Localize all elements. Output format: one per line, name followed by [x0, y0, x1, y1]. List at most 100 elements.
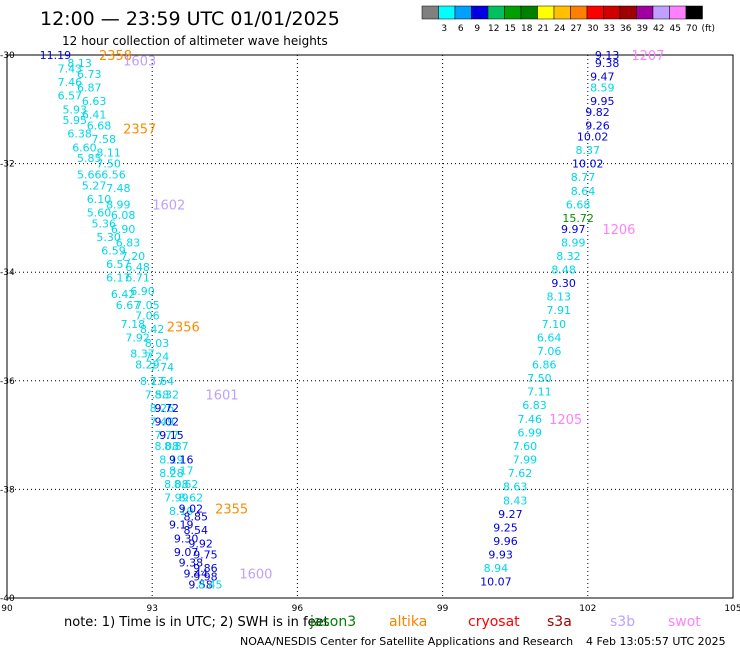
- swh-value-label: 8.17: [140, 375, 165, 388]
- swh-value-label: 6.83: [116, 236, 141, 249]
- footer-credit: NOAA/NESDIS Center for Satellite Applica…: [240, 635, 573, 648]
- colorbar-label: 27: [571, 24, 582, 34]
- swh-value-label: 8.26: [150, 402, 175, 415]
- swh-value-label: 7.99: [513, 454, 538, 467]
- x-tick-label: 99: [437, 604, 449, 614]
- swh-value-label: 9.27: [498, 508, 523, 521]
- swh-value-label: 8.11: [96, 147, 121, 160]
- colorbar-swatch: [603, 5, 621, 20]
- swh-value-label: 8.77: [571, 171, 596, 184]
- swh-value-label: 8.43: [503, 494, 528, 507]
- axis-ticks: 90 93 96 99 102 105 -30 -32 -34 -36 -38 -40: [0, 51, 740, 614]
- colorbar-swatch: [520, 5, 538, 20]
- swh-value-label: 8.13: [547, 291, 572, 304]
- swh-value-label: 7.74: [150, 361, 175, 374]
- swh-value-label: 6.67: [116, 299, 141, 312]
- swh-value-label: 7.43: [58, 63, 83, 76]
- colorbar-swatch: [438, 5, 456, 20]
- y-tick-label: -40: [0, 594, 15, 604]
- satellite-legend: jason3 altika cryosat s3a s3b swot: [309, 614, 701, 630]
- colorbar-swatch: [619, 5, 637, 20]
- swh-value-label: 7.49: [150, 416, 175, 429]
- swh-value-label: 6.73: [77, 68, 102, 81]
- x-tick-label: 96: [292, 604, 304, 614]
- colorbar-swatch: [586, 5, 604, 20]
- swh-value-label: 6.60: [72, 141, 97, 154]
- swh-value-label: 8.64: [571, 185, 596, 198]
- swh-value-label: 8.19: [169, 505, 194, 518]
- swh-value-label: 9.02: [154, 416, 179, 429]
- swh-value-label: 6.59: [101, 244, 126, 257]
- colorbar-label: 9: [474, 24, 480, 34]
- swh-value-label: 7.50: [527, 372, 552, 385]
- swh-value-label: 9.58: [188, 578, 213, 591]
- swh-value-label: 6.99: [517, 426, 542, 439]
- swh-value-label: 6.83: [522, 399, 547, 412]
- swh-value-label: 8.62: [179, 492, 204, 505]
- legend-s3a: s3a: [547, 614, 572, 630]
- colorbar-swatch: [471, 5, 489, 20]
- swh-value-label: 5.95: [63, 114, 88, 127]
- chart-title: 12:00 — 23:59 UTC 01/01/2025: [40, 8, 340, 30]
- swh-value-label: 6.86: [532, 359, 557, 372]
- swh-value-label: 9.72: [154, 402, 179, 415]
- swh-value-label: 7.11: [527, 386, 552, 399]
- swh-value-label: 7.91: [547, 304, 572, 317]
- swh-value-label: 7.58: [92, 133, 117, 146]
- colorbar-label: 24: [554, 24, 566, 34]
- x-tick-label: 93: [146, 604, 157, 614]
- swh-value-label: 9.30: [174, 532, 199, 545]
- colorbar-swatch: [636, 5, 654, 20]
- swh-value-label: 9.92: [188, 538, 213, 551]
- legend-cryosat: cryosat: [468, 614, 520, 630]
- swh-value-label: 8.45: [198, 578, 223, 591]
- colorbar-swatch: [487, 5, 505, 20]
- swh-value-label: 11.19: [40, 49, 72, 62]
- colorbar-swatch: [504, 5, 522, 20]
- swh-value-label: 9.75: [193, 549, 218, 562]
- colorbar-swatch: [669, 5, 687, 20]
- swh-value-label: 5.93: [63, 103, 88, 116]
- time-label: 2355: [215, 502, 248, 517]
- swh-value-label: 7.99: [164, 492, 189, 505]
- swh-value-label: 8.17: [169, 464, 194, 477]
- swh-value-label: 10.02: [572, 158, 604, 171]
- colorbar-label: 21: [538, 24, 549, 34]
- x-tick-label: 90: [1, 604, 13, 614]
- swh-value-label: 7.46: [58, 76, 83, 89]
- swh-value-label: 8.19: [159, 454, 184, 467]
- swh-value-label: 8.42: [140, 323, 165, 336]
- swh-value-label: 8.28: [159, 467, 184, 480]
- colorbar-legend: 3 6 9 12 15 18 21 24 27 30 33 36 39 42 45 70 (ft): [421, 5, 715, 34]
- swh-value-label: 9.30: [551, 277, 576, 290]
- swh-value-label: 7.50: [96, 158, 121, 171]
- swh-value-label: 7.60: [513, 440, 538, 453]
- swh-value-label: 8.62: [174, 478, 199, 491]
- time-label: 1206: [602, 223, 635, 238]
- colorbar-label: 12: [488, 24, 499, 34]
- swh-value-label: 9.38: [179, 557, 204, 570]
- swh-value-label: 6.10: [87, 193, 112, 206]
- y-tick-label: -32: [0, 160, 15, 170]
- colorbar-label: (ft): [701, 24, 715, 34]
- time-label: 1600: [239, 568, 272, 583]
- swh-value-label: 5.30: [96, 231, 121, 244]
- time-label: 1602: [152, 198, 185, 213]
- x-tick-label: 102: [579, 604, 596, 614]
- swh-value-label: 9.16: [169, 454, 194, 467]
- swh-value-label: 7.10: [542, 318, 567, 331]
- swh-value-label: 6.42: [111, 288, 136, 301]
- colorbar-label: 6: [458, 24, 464, 34]
- swh-value-label: 9.19: [169, 519, 194, 532]
- legend-jason3: jason3: [309, 614, 356, 630]
- swh-value-label: 5.66: [77, 168, 102, 181]
- swh-value-label: 6.64: [537, 331, 562, 344]
- plot-frame: [6, 54, 734, 599]
- swh-value-label: 6.57: [58, 90, 83, 103]
- swh-value-label: 8.54: [184, 524, 209, 537]
- y-tick-label: -30: [0, 51, 15, 61]
- swh-value-label: 8.85: [184, 511, 209, 524]
- swh-value-label: 8.08: [164, 478, 189, 491]
- swh-value-label: 6.68: [566, 198, 591, 211]
